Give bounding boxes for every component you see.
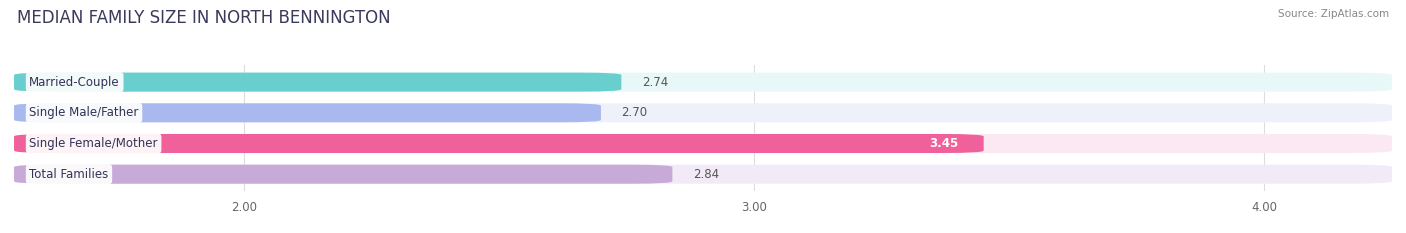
FancyBboxPatch shape (14, 103, 600, 122)
FancyBboxPatch shape (14, 73, 1392, 92)
FancyBboxPatch shape (14, 73, 621, 92)
Text: Married-Couple: Married-Couple (30, 76, 120, 89)
Text: Single Male/Father: Single Male/Father (30, 106, 139, 119)
FancyBboxPatch shape (14, 134, 984, 153)
Text: 2.84: 2.84 (693, 168, 718, 181)
Text: Source: ZipAtlas.com: Source: ZipAtlas.com (1278, 9, 1389, 19)
Text: 2.70: 2.70 (621, 106, 648, 119)
FancyBboxPatch shape (14, 103, 1392, 122)
FancyBboxPatch shape (14, 165, 1392, 184)
FancyBboxPatch shape (14, 134, 1392, 153)
FancyBboxPatch shape (14, 165, 672, 184)
Text: Total Families: Total Families (30, 168, 108, 181)
Text: 3.45: 3.45 (929, 137, 957, 150)
Text: Single Female/Mother: Single Female/Mother (30, 137, 157, 150)
Text: 2.74: 2.74 (641, 76, 668, 89)
Text: MEDIAN FAMILY SIZE IN NORTH BENNINGTON: MEDIAN FAMILY SIZE IN NORTH BENNINGTON (17, 9, 391, 27)
